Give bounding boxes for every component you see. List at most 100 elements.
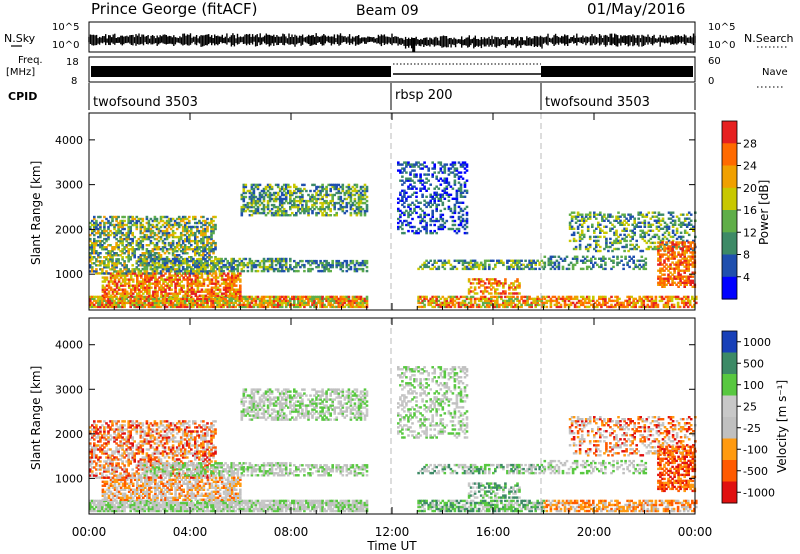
power-cell xyxy=(353,193,357,197)
power-cell xyxy=(123,280,127,283)
power-cell xyxy=(461,301,465,305)
power-cell xyxy=(226,299,229,303)
power-cell xyxy=(202,278,206,281)
power-cell xyxy=(109,274,113,277)
power-cell xyxy=(516,292,519,295)
power-cell xyxy=(347,189,351,193)
power-cell xyxy=(518,267,521,271)
power-cell xyxy=(137,268,141,271)
power-cell xyxy=(232,303,235,307)
power-cell xyxy=(168,284,171,287)
power-cell xyxy=(196,290,200,293)
power-cell xyxy=(212,215,215,219)
power-cell xyxy=(479,297,483,301)
power-cell xyxy=(463,267,467,271)
power-cell xyxy=(291,267,294,271)
power-cell xyxy=(103,229,106,233)
power-cell xyxy=(268,267,272,271)
power-cell xyxy=(190,280,194,283)
power-cell xyxy=(291,205,294,209)
power-cell xyxy=(264,301,268,305)
power-cell xyxy=(327,205,330,209)
power-cell xyxy=(455,191,459,194)
power-cell xyxy=(500,297,503,301)
power-cell xyxy=(425,263,428,267)
power-cell xyxy=(117,258,120,261)
power-cell xyxy=(148,290,151,293)
power-cell xyxy=(194,225,197,229)
power-cell xyxy=(532,301,535,305)
power-cell xyxy=(142,278,145,281)
power-cell xyxy=(363,209,367,213)
power-cell xyxy=(181,219,185,223)
power-cell xyxy=(323,201,326,205)
power-cell xyxy=(210,290,214,293)
power-cell xyxy=(246,201,250,205)
power-cell xyxy=(204,265,207,269)
power-cell xyxy=(331,185,334,189)
power-cell xyxy=(516,299,519,303)
power-cell xyxy=(226,259,229,263)
power-cell xyxy=(200,231,203,235)
power-cell xyxy=(421,187,424,190)
power-cell xyxy=(506,265,509,269)
power-cell xyxy=(119,299,122,303)
power-cell xyxy=(590,303,593,307)
power-cell xyxy=(167,266,171,269)
power-cell xyxy=(111,215,114,219)
power-cell xyxy=(161,231,165,235)
power-cell xyxy=(218,288,222,291)
power-cell xyxy=(181,252,185,255)
power-cell xyxy=(89,239,92,243)
power-cell xyxy=(200,274,204,277)
power-cell xyxy=(532,261,535,264)
power-cell xyxy=(658,295,662,299)
power-cell xyxy=(123,284,127,287)
power-cell xyxy=(604,297,607,301)
power-cell xyxy=(289,185,292,189)
power-cell xyxy=(323,199,326,203)
power-cell xyxy=(439,209,443,213)
power-cell xyxy=(165,235,169,239)
power-cell xyxy=(363,189,367,193)
power-cell xyxy=(483,282,487,285)
power-cell xyxy=(103,262,106,265)
power-cell xyxy=(473,263,477,267)
power-cell xyxy=(111,301,114,305)
power-cell xyxy=(270,187,274,191)
power-cell xyxy=(280,205,284,209)
power-cell xyxy=(276,259,280,263)
power-cell xyxy=(125,235,128,239)
power-cell xyxy=(516,295,519,299)
power-cell xyxy=(168,272,171,275)
power-cell xyxy=(494,301,497,305)
power-cell xyxy=(163,241,167,245)
power-cell xyxy=(163,221,167,225)
power-cell xyxy=(453,265,457,269)
power-cell xyxy=(357,195,361,199)
power-cell xyxy=(260,301,264,305)
power-cell xyxy=(419,187,422,190)
power-cell xyxy=(103,221,106,225)
power-cell xyxy=(105,237,108,241)
power-cell xyxy=(206,252,209,255)
power-cell xyxy=(512,295,515,299)
power-cell xyxy=(175,223,179,227)
power-cell xyxy=(547,295,551,299)
power-cell xyxy=(289,199,292,203)
power-cell xyxy=(319,201,322,205)
power-cell xyxy=(547,257,551,260)
power-cell xyxy=(518,282,521,285)
power-cell xyxy=(355,191,359,195)
power-cell xyxy=(359,263,363,267)
power-cell xyxy=(538,263,541,267)
power-cell xyxy=(317,189,320,193)
power-cell xyxy=(365,209,369,213)
power-cell xyxy=(237,272,240,275)
power-cell xyxy=(125,278,129,281)
power-cell xyxy=(423,199,426,202)
power-cell xyxy=(192,231,195,235)
power-cell xyxy=(161,297,165,301)
power-cell xyxy=(540,265,544,269)
power-cell xyxy=(496,303,499,307)
